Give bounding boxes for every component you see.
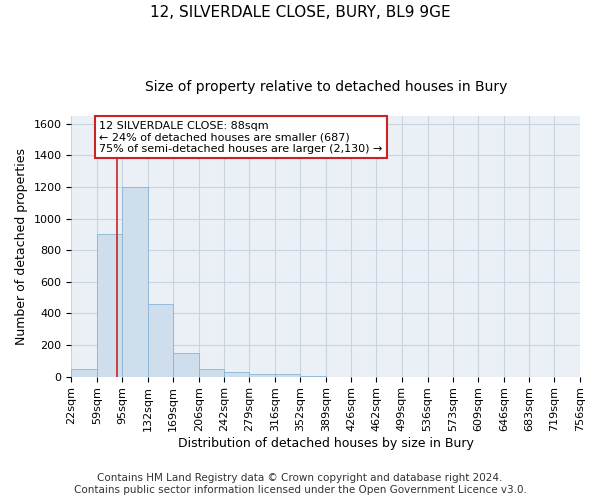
Text: 12, SILVERDALE CLOSE, BURY, BL9 9GE: 12, SILVERDALE CLOSE, BURY, BL9 9GE [149,5,451,20]
X-axis label: Distribution of detached houses by size in Bury: Distribution of detached houses by size … [178,437,473,450]
Bar [97,234,122,376]
Text: Contains HM Land Registry data © Crown copyright and database right 2024.
Contai: Contains HM Land Registry data © Crown c… [74,474,526,495]
Bar [122,187,148,376]
Title: Size of property relative to detached houses in Bury: Size of property relative to detached ho… [145,80,507,94]
Bar [250,374,275,376]
Bar [199,368,224,376]
Bar [173,353,199,376]
Bar [224,372,250,376]
Bar [148,304,173,376]
Bar [71,368,97,376]
Bar [275,374,300,376]
Y-axis label: Number of detached properties: Number of detached properties [15,148,28,345]
Text: 12 SILVERDALE CLOSE: 88sqm
← 24% of detached houses are smaller (687)
75% of sem: 12 SILVERDALE CLOSE: 88sqm ← 24% of deta… [99,120,382,154]
